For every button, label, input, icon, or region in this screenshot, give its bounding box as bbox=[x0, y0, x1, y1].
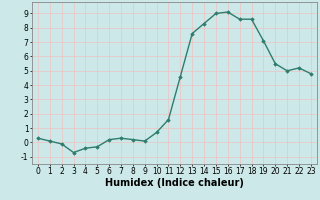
X-axis label: Humidex (Indice chaleur): Humidex (Indice chaleur) bbox=[105, 178, 244, 188]
